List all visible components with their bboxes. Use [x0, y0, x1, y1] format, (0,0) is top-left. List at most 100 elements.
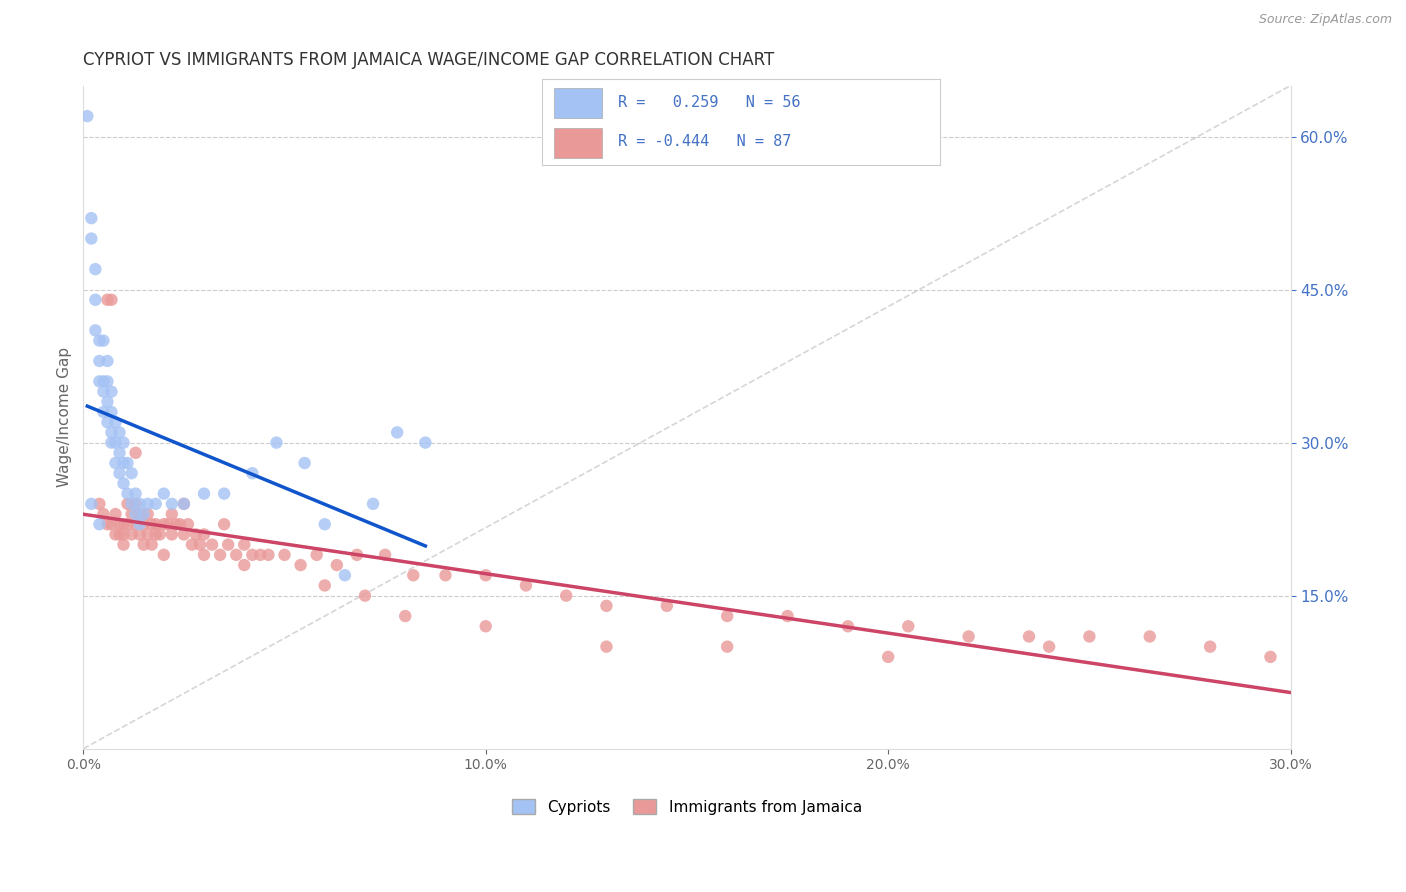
Point: [1260, 649, 1282, 664]
Point: [108, 517, 131, 532]
Point: [121, 527, 143, 541]
Point: [149, 527, 172, 541]
Point: [837, 619, 859, 633]
Point: [346, 548, 368, 562]
Point: [100, 405, 122, 419]
Point: [434, 568, 457, 582]
Point: [314, 578, 336, 592]
Point: [156, 517, 179, 532]
Point: [273, 548, 295, 562]
Point: [121, 507, 143, 521]
Point: [152, 548, 174, 562]
Point: [117, 456, 139, 470]
Point: [1139, 630, 1161, 644]
Point: [93, 405, 115, 419]
Point: [136, 497, 159, 511]
Point: [212, 517, 235, 532]
Point: [188, 538, 211, 552]
Point: [160, 497, 183, 511]
Point: [877, 649, 900, 664]
Point: [96, 394, 118, 409]
Point: [595, 599, 617, 613]
Point: [121, 467, 143, 481]
Point: [193, 527, 215, 541]
Point: [361, 497, 384, 511]
Point: [152, 486, 174, 500]
Point: [225, 548, 247, 562]
Point: [305, 548, 328, 562]
Point: [104, 507, 127, 521]
Point: [89, 354, 111, 368]
Point: [141, 517, 163, 532]
Point: [212, 486, 235, 500]
Point: [100, 384, 122, 399]
Point: [181, 538, 204, 552]
Point: [112, 517, 135, 532]
Point: [1078, 630, 1101, 644]
Point: [595, 640, 617, 654]
Point: [112, 435, 135, 450]
Point: [240, 467, 263, 481]
Point: [294, 456, 316, 470]
Point: [173, 497, 195, 511]
Point: [132, 538, 155, 552]
Point: [96, 415, 118, 429]
Legend: Cypriots, Immigrants from Jamaica: Cypriots, Immigrants from Jamaica: [506, 792, 868, 821]
Point: [89, 517, 111, 532]
Point: [96, 293, 118, 307]
Point: [394, 609, 416, 624]
Point: [1038, 640, 1060, 654]
Point: [354, 589, 377, 603]
Point: [128, 497, 150, 511]
Point: [84, 262, 107, 277]
Point: [121, 497, 143, 511]
Text: CYPRIOT VS IMMIGRANTS FROM JAMAICA WAGE/INCOME GAP CORRELATION CHART: CYPRIOT VS IMMIGRANTS FROM JAMAICA WAGE/…: [83, 51, 775, 69]
Point: [209, 548, 232, 562]
Point: [124, 497, 146, 511]
Point: [76, 109, 98, 123]
Point: [152, 517, 174, 532]
Point: [314, 517, 336, 532]
Point: [93, 375, 115, 389]
Point: [897, 619, 920, 633]
Point: [217, 538, 239, 552]
Point: [326, 558, 349, 572]
Point: [124, 486, 146, 500]
Point: [104, 435, 127, 450]
Point: [112, 538, 135, 552]
Point: [93, 384, 115, 399]
Point: [89, 334, 111, 348]
Point: [169, 517, 191, 532]
Point: [108, 467, 131, 481]
Point: [124, 446, 146, 460]
Point: [266, 435, 288, 450]
Point: [201, 538, 224, 552]
Point: [112, 456, 135, 470]
Point: [96, 354, 118, 368]
Point: [136, 507, 159, 521]
Point: [132, 517, 155, 532]
Point: [374, 548, 396, 562]
Point: [80, 497, 103, 511]
Point: [96, 375, 118, 389]
Point: [177, 517, 200, 532]
Point: [333, 568, 356, 582]
Point: [145, 527, 167, 541]
Point: [173, 497, 195, 511]
Point: [100, 425, 122, 440]
Point: [1199, 640, 1222, 654]
Point: [124, 507, 146, 521]
Point: [515, 578, 537, 592]
Point: [117, 497, 139, 511]
Point: [474, 619, 496, 633]
Point: [160, 527, 183, 541]
Point: [100, 293, 122, 307]
Point: [89, 375, 111, 389]
Point: [165, 517, 187, 532]
Point: [160, 507, 183, 521]
Point: [145, 517, 167, 532]
Point: [145, 497, 167, 511]
Point: [84, 323, 107, 337]
Point: [80, 211, 103, 226]
Point: [233, 558, 256, 572]
